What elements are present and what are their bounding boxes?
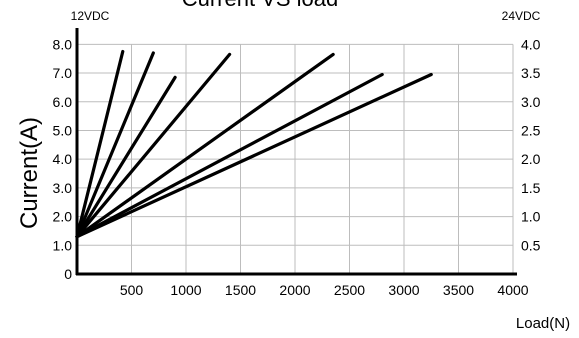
chart-title: Current VS load [182, 0, 339, 11]
series-line-3 [75, 75, 177, 239]
right-y-tick-labels: 0.5 1.0 1.5 2.0 2.5 3.0 3.5 4.0 [521, 36, 541, 253]
y-tick-label: 5.0 [53, 122, 73, 138]
x-tick-label: 1500 [225, 282, 256, 298]
grid [77, 43, 514, 274]
y-tick-label: 3.0 [53, 180, 73, 196]
y-tick-label: 7.0 [53, 65, 73, 81]
y-tick-label: 1.0 [53, 237, 73, 253]
right-axis-voltage-label: 24VDC [502, 9, 541, 23]
x-tick-labels: 500 1000 1500 2000 2500 3000 3500 4000 [120, 282, 529, 298]
x-tick-label: 3000 [388, 282, 419, 298]
x-tick-label: 3500 [443, 282, 474, 298]
y-tick-label: 6.0 [53, 94, 73, 110]
y-tick-label: 8.0 [53, 36, 73, 52]
x-tick-label: 2500 [334, 282, 365, 298]
y2-tick-label: 3.5 [521, 65, 541, 81]
x-tick-label: 2000 [279, 282, 310, 298]
y2-tick-label: 1.0 [521, 209, 541, 225]
x-tick-label: 500 [120, 282, 144, 298]
series-line-2 [75, 51, 155, 239]
y2-tick-label: 4.0 [521, 36, 541, 52]
left-axis-voltage-label: 12VDC [71, 9, 110, 23]
x-axis-label: Load(N) [516, 315, 570, 332]
y2-tick-label: 3.0 [521, 94, 541, 110]
x-tick-label: 4000 [497, 282, 528, 298]
series-line-7 [75, 72, 433, 239]
y-tick-label: 2.0 [53, 209, 73, 225]
y-axis-label: Current(A) [16, 117, 43, 229]
series-line-4 [75, 52, 232, 239]
y2-tick-label: 0.5 [521, 237, 541, 253]
series-line-1 [75, 49, 125, 239]
x-tick-label: 1000 [170, 282, 201, 298]
series-layer [75, 49, 433, 239]
series-line-5 [75, 52, 335, 239]
y-tick-label: 4.0 [53, 151, 73, 167]
series-line-6 [75, 72, 384, 239]
left-y-tick-labels: 0 1.0 2.0 3.0 4.0 5.0 6.0 7.0 8.0 [53, 36, 73, 282]
axes [75, 28, 517, 276]
y2-tick-label: 1.5 [521, 180, 541, 196]
y-tick-label: 0 [64, 266, 72, 282]
y2-tick-label: 2.5 [521, 122, 541, 138]
y2-tick-label: 2.0 [521, 151, 541, 167]
